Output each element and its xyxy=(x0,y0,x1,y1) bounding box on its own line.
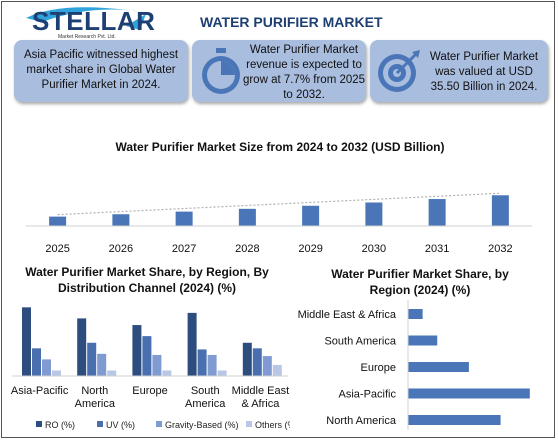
insight-card-growth: Water Purifier Market revenue is expecte… xyxy=(192,40,366,102)
bar-Gravity-Based (%)-Europe xyxy=(152,354,162,376)
x-tick-label: 2025 xyxy=(45,243,69,255)
legend-swatch xyxy=(97,421,103,427)
bar-2025 xyxy=(49,216,67,226)
x-tick-label: 2030 xyxy=(362,243,386,255)
bar-RO (%)-Middle East & Africa xyxy=(242,342,252,376)
stellar-logo: STELLAR Market Research Pvt. Ltd. xyxy=(22,4,182,44)
x-tick-label: Middle East xyxy=(232,385,289,397)
x-tick-label: 2028 xyxy=(235,243,259,255)
region-share-chart: Middle East & Africa South America Europe A… xyxy=(298,300,530,430)
legend-label: Gravity-Based (%) xyxy=(165,420,239,430)
bar-Others (%)-North America xyxy=(107,370,117,376)
bar-RO (%)-South America xyxy=(187,312,197,376)
bar-Others (%)-Middle East & Africa xyxy=(272,364,282,376)
market-size-chart-title: Water Purifier Market Size from 2024 to … xyxy=(115,140,445,154)
insight-text-value: Water Purifier Market was valued at USD … xyxy=(429,51,539,93)
legend-swatch xyxy=(36,421,42,427)
bar-Gravity-Based (%)-South America xyxy=(207,354,217,376)
x-tick-label: North xyxy=(81,385,108,397)
bar-2029 xyxy=(302,205,320,226)
bar-UV (%)-North America xyxy=(87,342,97,376)
bar-Others (%)-South America xyxy=(217,370,227,376)
x-tick-label: 2031 xyxy=(425,243,449,255)
stopwatch-icon xyxy=(202,48,240,94)
target-icon xyxy=(378,50,420,92)
x-tick-label: 2032 xyxy=(488,243,512,255)
y-tick-label: Asia-Pacific xyxy=(339,389,397,401)
bar-UV (%)-Middle East & Africa xyxy=(252,348,262,376)
x-tick-label: 2026 xyxy=(109,243,133,255)
region-channel-chart-title: Water Purifier Market Share, by Region, … xyxy=(25,265,269,295)
bar-UV (%)-Europe xyxy=(142,336,152,376)
bar-UV (%)-South America xyxy=(197,349,207,376)
x-tick-label: & Africa xyxy=(241,398,280,410)
bar-2031 xyxy=(428,199,446,226)
insight-card-value: Water Purifier Market was valued at USD … xyxy=(370,40,548,102)
legend-label: Others (%) xyxy=(255,420,290,430)
bar-2032 xyxy=(491,195,509,226)
logo-wordmark: STELLAR xyxy=(32,6,156,36)
bar-Gravity-Based (%)-North America xyxy=(97,353,107,376)
bar-Asia-Pacific xyxy=(408,388,530,399)
insight-text-region: Asia Pacific witnessed highest market sh… xyxy=(23,49,179,91)
bar-RO (%)-Asia-Pacific xyxy=(22,307,31,376)
legend-label: UV (%) xyxy=(106,420,135,430)
legend-label: RO (%) xyxy=(45,420,75,430)
y-tick-label: Middle East & Africa xyxy=(298,309,397,321)
page-title: WATER PURIFIER MARKET xyxy=(200,14,383,30)
x-tick-label: Europe xyxy=(132,385,167,397)
x-tick-label: America xyxy=(75,398,116,410)
region-share-chart-title: Water Purifier Market Share, by Region (… xyxy=(331,267,509,297)
bar-RO (%)-North America xyxy=(77,318,87,376)
trendline xyxy=(57,192,501,216)
insight-card-region: Asia Pacific witnessed highest market sh… xyxy=(14,40,188,102)
x-tick-label: 2029 xyxy=(298,243,322,255)
bar-Gravity-Based (%)-Asia-Pacific xyxy=(42,359,51,376)
bar-Others (%)-Asia-Pacific xyxy=(52,370,61,376)
bar-North America xyxy=(408,415,501,425)
y-tick-label: Europe xyxy=(361,362,396,374)
x-tick-label: Asia-Pacific xyxy=(11,385,69,397)
x-tick-label: South xyxy=(191,385,220,397)
x-tick-label: America xyxy=(185,398,226,410)
legend-swatch xyxy=(246,421,252,427)
bar-2027 xyxy=(175,211,193,226)
y-tick-label: South America xyxy=(324,336,396,348)
bar-2028 xyxy=(238,208,256,226)
bar-Europe xyxy=(408,362,469,372)
bar-Others (%)-Europe xyxy=(162,370,172,376)
bar-2030 xyxy=(365,202,383,226)
bar-Gravity-Based (%)-Middle East & Africa xyxy=(262,356,272,376)
bar-UV (%)-Asia-Pacific xyxy=(32,348,41,376)
logo-swoosh-icon xyxy=(26,7,146,30)
logo-tagline: Market Research Pvt. Ltd. xyxy=(58,34,116,40)
legend-swatch xyxy=(156,421,162,427)
bar-Middle East & Africa xyxy=(408,309,423,319)
y-tick-label: North America xyxy=(326,415,397,427)
x-tick-label: 2027 xyxy=(172,243,196,255)
bar-2026 xyxy=(112,214,130,226)
insight-text-growth: Water Purifier Market revenue is expecte… xyxy=(242,44,366,101)
market-size-chart: 2025 2026 2027 2028 2029 2030 2031 2032 xyxy=(26,192,532,255)
bar-South America xyxy=(408,335,438,346)
bar-RO (%)-Europe xyxy=(132,325,142,376)
